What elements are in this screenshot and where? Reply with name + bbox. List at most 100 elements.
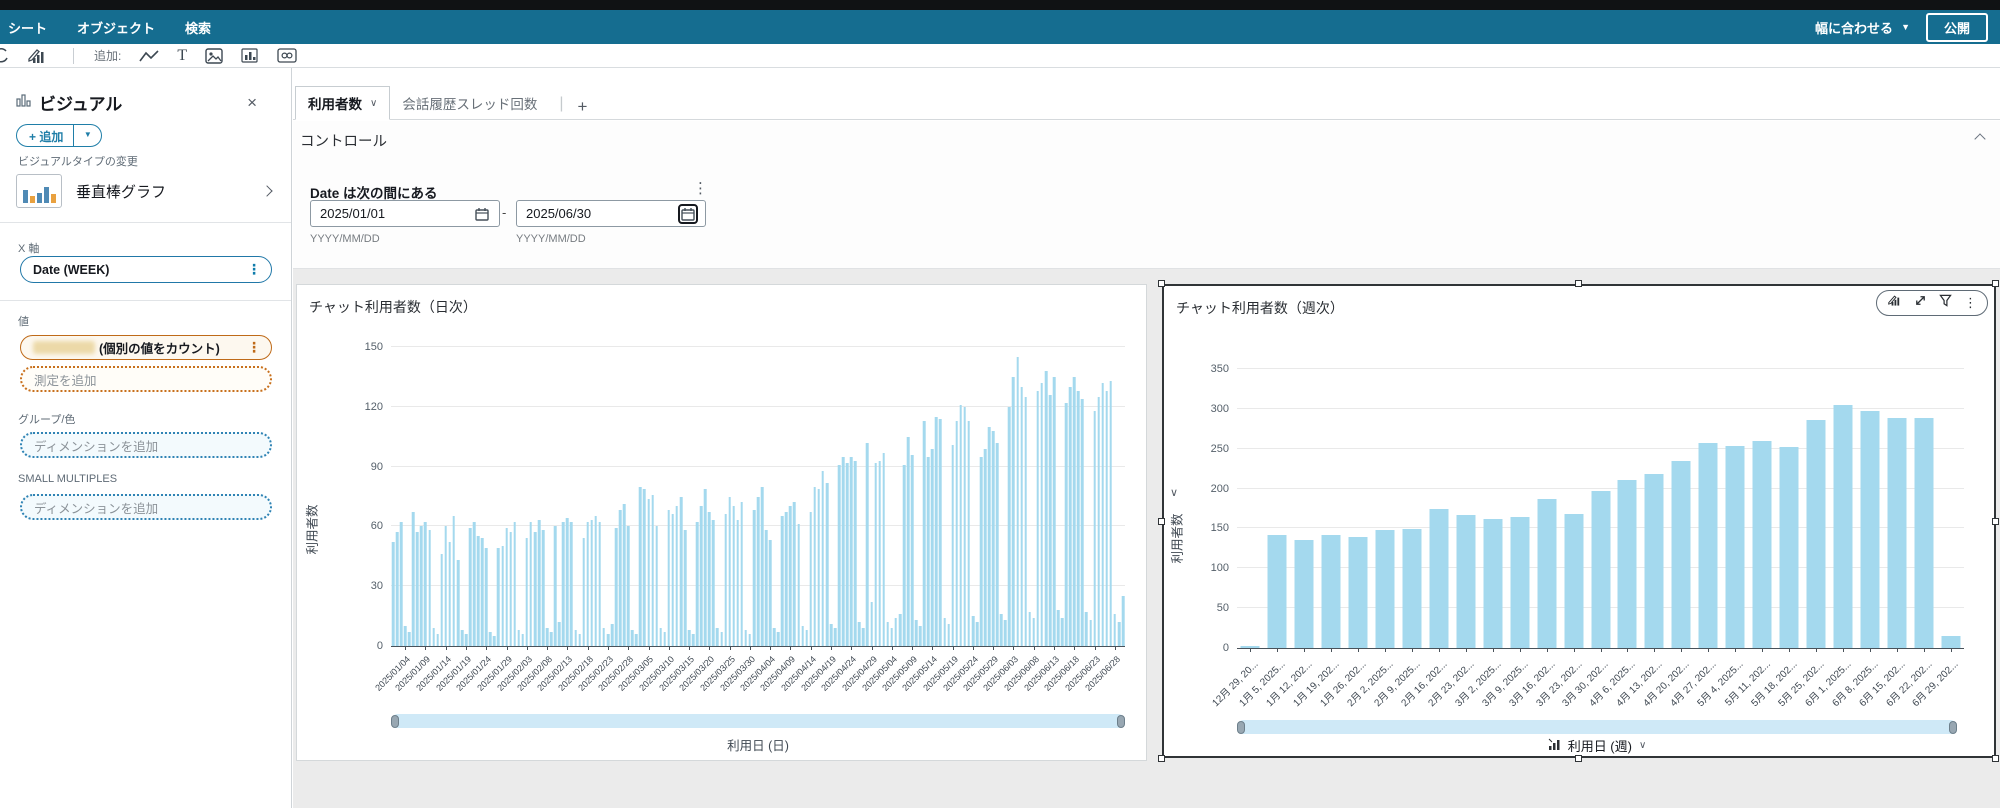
- bar[interactable]: [979, 456, 983, 646]
- bar[interactable]: [1020, 386, 1023, 646]
- bar[interactable]: [841, 456, 845, 646]
- close-panel-icon[interactable]: ×: [247, 93, 257, 112]
- bar[interactable]: [472, 522, 476, 646]
- bar[interactable]: [724, 514, 727, 646]
- bar[interactable]: [849, 456, 853, 646]
- bar[interactable]: [927, 456, 930, 646]
- bar[interactable]: [464, 634, 468, 646]
- bar[interactable]: [655, 526, 658, 646]
- bar[interactable]: [712, 520, 715, 646]
- bar[interactable]: [570, 522, 573, 646]
- bar[interactable]: [922, 420, 926, 646]
- bar[interactable]: [1725, 446, 1745, 648]
- bar[interactable]: [1887, 418, 1907, 648]
- bar[interactable]: [995, 442, 999, 646]
- bar[interactable]: [1321, 534, 1341, 648]
- bar[interactable]: [598, 522, 602, 646]
- bar[interactable]: [752, 510, 756, 646]
- bar[interactable]: [764, 530, 768, 646]
- bar[interactable]: [862, 628, 865, 646]
- bar[interactable]: [939, 418, 942, 646]
- add-visual-caret[interactable]: ▼: [73, 125, 101, 146]
- bar[interactable]: [1101, 382, 1104, 646]
- bar[interactable]: [805, 630, 808, 646]
- bar[interactable]: [878, 460, 881, 646]
- bar[interactable]: [854, 460, 857, 646]
- bar[interactable]: [452, 516, 456, 646]
- bar[interactable]: [991, 430, 995, 646]
- bar[interactable]: [525, 538, 529, 646]
- bar[interactable]: [420, 526, 423, 646]
- bar[interactable]: [1073, 376, 1076, 646]
- menu-item-sheet[interactable]: シート: [8, 20, 48, 36]
- bar[interactable]: [614, 528, 618, 646]
- bar[interactable]: [1240, 645, 1260, 648]
- bar[interactable]: [594, 516, 598, 646]
- bar[interactable]: [529, 522, 533, 646]
- bar[interactable]: [708, 512, 711, 646]
- fit-width-dropdown[interactable]: 幅に合わせる ▼: [1815, 18, 1910, 37]
- bar[interactable]: [918, 626, 922, 646]
- bar[interactable]: [894, 618, 898, 646]
- bar[interactable]: [675, 506, 679, 646]
- bar[interactable]: [659, 628, 662, 646]
- bar[interactable]: [1348, 537, 1368, 648]
- bar[interactable]: [517, 630, 521, 646]
- bar[interactable]: [1833, 404, 1853, 648]
- chevron-down-icon[interactable]: ∨: [370, 97, 378, 109]
- bar[interactable]: [882, 452, 885, 646]
- scrollbar-handle-left[interactable]: [1237, 720, 1245, 734]
- bar[interactable]: [1048, 394, 1052, 646]
- bar[interactable]: [963, 406, 967, 646]
- bar[interactable]: [1068, 386, 1072, 646]
- y-axis-menu-chevron[interactable]: ∨: [1170, 487, 1179, 499]
- bar[interactable]: [720, 632, 723, 646]
- bar[interactable]: [793, 502, 796, 646]
- bar[interactable]: [1941, 636, 1961, 648]
- bar[interactable]: [1089, 620, 1092, 646]
- scrollbar-handle-left[interactable]: [391, 714, 399, 728]
- edit-visual-icon[interactable]: [1887, 294, 1902, 312]
- bar[interactable]: [837, 464, 841, 646]
- bar[interactable]: [643, 488, 646, 646]
- bar[interactable]: [785, 512, 788, 646]
- resize-handle-left-center[interactable]: [1158, 518, 1165, 525]
- bar[interactable]: [902, 464, 906, 646]
- bar[interactable]: [1121, 596, 1125, 646]
- bar[interactable]: [480, 538, 484, 646]
- bar[interactable]: [776, 632, 780, 646]
- tab-users-count[interactable]: 利用者数 ∨: [295, 86, 391, 120]
- bar[interactable]: [967, 420, 971, 646]
- bar[interactable]: [460, 630, 464, 646]
- bar[interactable]: [1591, 490, 1610, 648]
- bar[interactable]: [1109, 380, 1113, 646]
- bar[interactable]: [1752, 440, 1772, 648]
- bar[interactable]: [1564, 514, 1584, 648]
- bar[interactable]: [651, 494, 654, 646]
- bar[interactable]: [574, 630, 577, 646]
- resize-handle-top-left[interactable]: [1158, 280, 1165, 287]
- bar[interactable]: [845, 462, 849, 646]
- bar[interactable]: [407, 632, 411, 646]
- bar[interactable]: [886, 622, 890, 646]
- calendar-icon-focused[interactable]: [678, 203, 698, 224]
- bar[interactable]: [870, 602, 873, 646]
- control-kebab-icon[interactable]: ⋮: [693, 180, 708, 197]
- bar[interactable]: [1105, 390, 1109, 646]
- bar[interactable]: [1456, 514, 1476, 648]
- bar[interactable]: [1077, 390, 1080, 646]
- bar[interactable]: [521, 634, 525, 646]
- bar[interactable]: [553, 526, 557, 646]
- bar[interactable]: [781, 516, 784, 646]
- bar[interactable]: [403, 626, 407, 646]
- bar[interactable]: [1064, 402, 1068, 646]
- bar[interactable]: [566, 518, 569, 646]
- bar[interactable]: [768, 540, 772, 646]
- undo-icon[interactable]: [0, 47, 9, 65]
- bar[interactable]: [671, 514, 675, 646]
- bar[interactable]: [732, 506, 735, 646]
- bar[interactable]: [744, 630, 748, 646]
- add-sheet-button[interactable]: +: [577, 97, 588, 116]
- bar[interactable]: [1081, 398, 1084, 646]
- bar[interactable]: [1085, 612, 1088, 646]
